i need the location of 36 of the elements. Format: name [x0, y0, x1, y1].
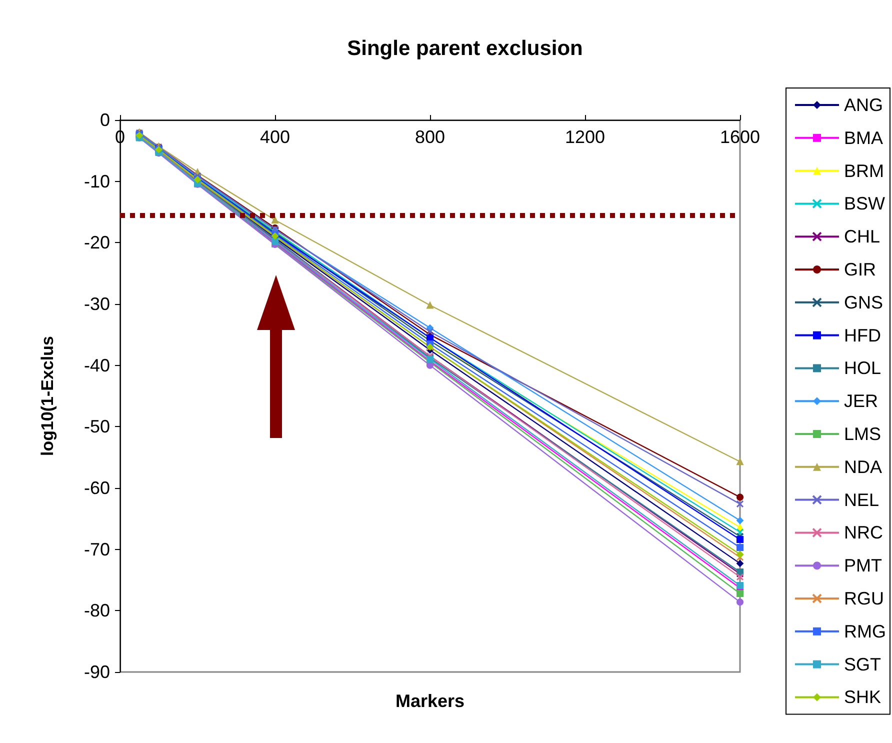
legend-label: LMS: [844, 424, 882, 444]
legend-label: HFD: [844, 325, 882, 346]
x-axis-title: Markers: [395, 691, 465, 711]
y-tick-label: -30: [84, 294, 110, 314]
legend-label: GIR: [844, 260, 876, 280]
legend-label: NEL: [844, 490, 880, 510]
x-tick-label: 1200: [564, 127, 606, 147]
x-tick-label: 1600: [720, 127, 760, 147]
y-tick-label: 0: [100, 110, 110, 130]
legend-label: PMT: [844, 556, 882, 576]
y-tick-label: -10: [84, 171, 110, 192]
legend-label: RMG: [844, 621, 886, 642]
y-tick-label: -20: [84, 232, 110, 253]
y-axis-title: log10(1-Exclus: [38, 336, 57, 456]
x-tick-label: 400: [260, 127, 290, 147]
legend-label: NRC: [844, 522, 884, 543]
y-tick-label: -50: [84, 416, 110, 437]
y-tick-label: -70: [84, 539, 110, 560]
legend-label: SHK: [844, 687, 882, 708]
legend-label: SGT: [844, 654, 882, 674]
legend-label: GNS: [844, 292, 884, 312]
chart-title: Single parent exclusion: [347, 37, 583, 60]
y-tick-label: -90: [84, 662, 110, 682]
y-tick-label: -40: [84, 355, 110, 376]
y-tick-label: -80: [84, 600, 110, 621]
legend-label: JER: [844, 391, 878, 412]
legend-label: BSW: [844, 194, 886, 214]
legend-label: ANG: [844, 95, 884, 115]
legend-label: NDA: [844, 456, 882, 477]
x-tick-label: 800: [414, 127, 446, 147]
legend-label: HOL: [844, 358, 882, 378]
legend-label: BRM: [844, 160, 884, 181]
legend-label: CHL: [844, 226, 880, 247]
legend-label: BMA: [844, 128, 884, 148]
legend-label: RGU: [844, 588, 884, 608]
y-tick-label: -60: [84, 478, 110, 498]
